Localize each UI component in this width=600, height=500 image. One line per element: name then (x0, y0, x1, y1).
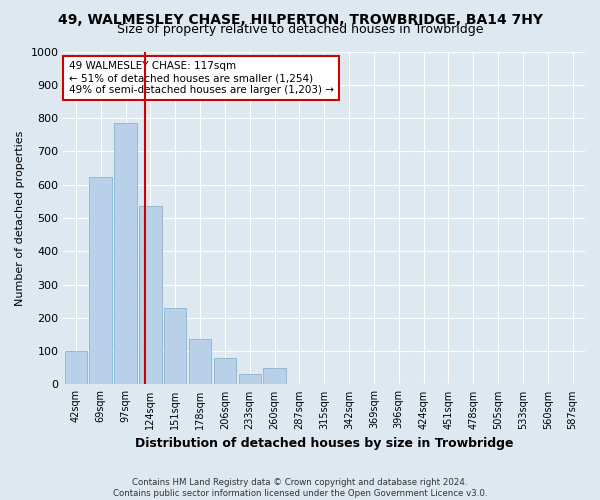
Y-axis label: Number of detached properties: Number of detached properties (15, 130, 25, 306)
Bar (65, 351, 87, 384)
Bar (89, 177, 112, 384)
Bar (239, 374, 261, 384)
Bar (164, 308, 187, 384)
Bar (214, 358, 236, 384)
Text: Size of property relative to detached houses in Trowbridge: Size of property relative to detached ho… (117, 22, 483, 36)
Text: 49, WALMESLEY CHASE, HILPERTON, TROWBRIDGE, BA14 7HY: 49, WALMESLEY CHASE, HILPERTON, TROWBRID… (58, 12, 542, 26)
X-axis label: Distribution of detached houses by size in Trowbridge: Distribution of detached houses by size … (135, 437, 514, 450)
Text: 49 WALMESLEY CHASE: 117sqm
← 51% of detached houses are smaller (1,254)
49% of s: 49 WALMESLEY CHASE: 117sqm ← 51% of deta… (68, 62, 334, 94)
Text: Contains HM Land Registry data © Crown copyright and database right 2024.
Contai: Contains HM Land Registry data © Crown c… (113, 478, 487, 498)
Bar (115, 123, 137, 384)
Bar (263, 368, 286, 384)
Bar (139, 206, 161, 384)
Bar (189, 340, 211, 384)
